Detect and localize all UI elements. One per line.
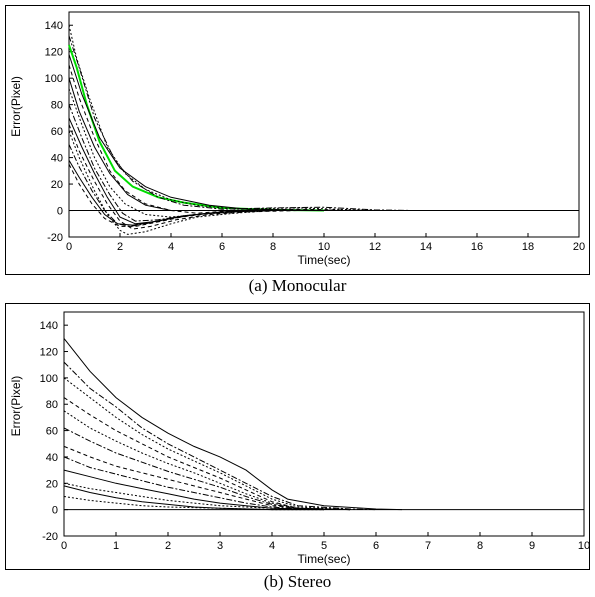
monocular-x-tick-label: 4 — [168, 241, 174, 253]
monocular-y-tick-label: 120 — [45, 47, 63, 59]
stereo-x-tick-label: 8 — [477, 540, 483, 552]
monocular-y-tick-label: 20 — [51, 179, 63, 191]
stereo-series-line-12 — [63, 496, 324, 511]
monocular-x-tick-label: 14 — [420, 241, 432, 253]
stereo-x-tick-label: 10 — [578, 540, 589, 552]
monocular-y-tick-label: -20 — [47, 232, 63, 244]
monocular-x-tick-label: 16 — [471, 241, 483, 253]
monocular-series-line-2 — [68, 25, 376, 211]
monocular-series-line-5 — [68, 64, 376, 214]
monocular-plot-area — [68, 11, 580, 238]
stereo-x-tick-label: 6 — [373, 540, 379, 552]
monocular-series-line-10 — [68, 124, 299, 230]
monocular-y-tick-label: 0 — [57, 206, 63, 218]
stereo-y-tick-label: 20 — [46, 478, 58, 490]
monocular-x-tick-label: 6 — [219, 241, 225, 253]
stereo-x-tick-label: 0 — [61, 540, 67, 552]
caption-monocular: (a) Monocular — [248, 276, 347, 295]
monocular-series-line-7 — [68, 88, 421, 218]
stereo-series-line-6 — [63, 427, 351, 511]
monocular-x-axis-label: Time(sec) — [298, 253, 351, 267]
stereo-series-line-11 — [63, 485, 324, 511]
stereo-plot-area — [63, 311, 585, 537]
stereo-y-tick-label: 40 — [46, 452, 58, 464]
stereo-y-tick-label: 60 — [46, 426, 58, 438]
stereo-y-tick-label: 120 — [40, 347, 58, 359]
stereo-y-tick-label: -20 — [42, 531, 58, 543]
stereo-series-line-3 — [63, 377, 351, 511]
monocular-y-axis-label: Error(Pixel) — [9, 76, 23, 137]
monocular-x-tick-label: 2 — [117, 241, 123, 253]
monocular-series-line-4 — [68, 54, 325, 211]
stereo-x-tick-label: 3 — [217, 540, 223, 552]
stereo-y-axis-label: Error(Pixel) — [9, 376, 23, 437]
stereo-x-tick-label: 7 — [425, 540, 431, 552]
stereo-x-tick-label: 2 — [165, 540, 171, 552]
stereo-series-line-7 — [63, 445, 351, 511]
monocular-series-line-14 — [68, 163, 375, 227]
monocular-y-tick-label: 40 — [51, 153, 63, 165]
stereo-series-line-4 — [63, 397, 351, 511]
caption-stereo: (b) Stereo — [263, 572, 332, 591]
monocular-y-tick-label: 100 — [45, 73, 63, 85]
monocular-series-line-3 — [68, 35, 414, 211]
stereo-series-line-9 — [63, 469, 325, 511]
stereo-series-line-1 — [63, 338, 403, 511]
monocular-x-tick-label: 10 — [318, 241, 330, 253]
monocular-x-tick-label: 0 — [66, 241, 72, 253]
stereo-series-line-2 — [63, 361, 377, 511]
chart-monocular: 0 2 4 6 8 10 12 14 16 18 20-20020406080100120140Ti… — [9, 11, 585, 267]
monocular-x-tick-label: 8 — [270, 241, 276, 253]
stereo-series-line-8 — [63, 456, 351, 511]
stereo-series-line-10 — [63, 482, 325, 511]
stereo-x-tick-label: 4 — [269, 540, 275, 552]
chart-stereo-frame: 0 1 2 3 4 5 6 7 8 9 10 -20 0 20 40 60 80 100 120 140 Time(se… — [5, 303, 590, 570]
stereo-x-tick-label: 9 — [529, 540, 535, 552]
monocular-x-tick-label: 18 — [522, 241, 534, 253]
monocular-series-line-6 — [68, 78, 324, 211]
stereo-y-tick-label: 140 — [40, 320, 58, 332]
stereo-y-tick-label: 0 — [52, 505, 58, 517]
monocular-y-tick-label: 60 — [51, 126, 63, 138]
stereo-y-tick-label: 100 — [40, 373, 58, 385]
monocular-series-line-1 — [68, 44, 325, 212]
chart-monocular-frame: 0 2 4 6 8 10 12 14 16 18 20 -20 0 20 40 60 80 100 120 140 Ti… — [5, 5, 590, 275]
stereo-x-axis-label: Time(sec) — [298, 552, 351, 566]
monocular-y-tick-label: 80 — [51, 100, 63, 112]
monocular-x-tick-label: 20 — [573, 241, 585, 253]
monocular-series-line-8 — [68, 104, 401, 222]
monocular-series-line-11 — [68, 130, 350, 235]
monocular-x-tick-label: 12 — [369, 241, 381, 253]
chart-stereo: 0 1 2 3 4 5 6 7 8 9 10-20020406080100120140Time(se… — [9, 311, 589, 566]
monocular-y-tick-label: 140 — [45, 20, 63, 32]
stereo-series-line-5 — [63, 410, 351, 511]
stereo-y-tick-label: 80 — [46, 399, 58, 411]
stereo-x-tick-label: 1 — [113, 540, 119, 552]
stereo-x-tick-label: 5 — [321, 540, 327, 552]
